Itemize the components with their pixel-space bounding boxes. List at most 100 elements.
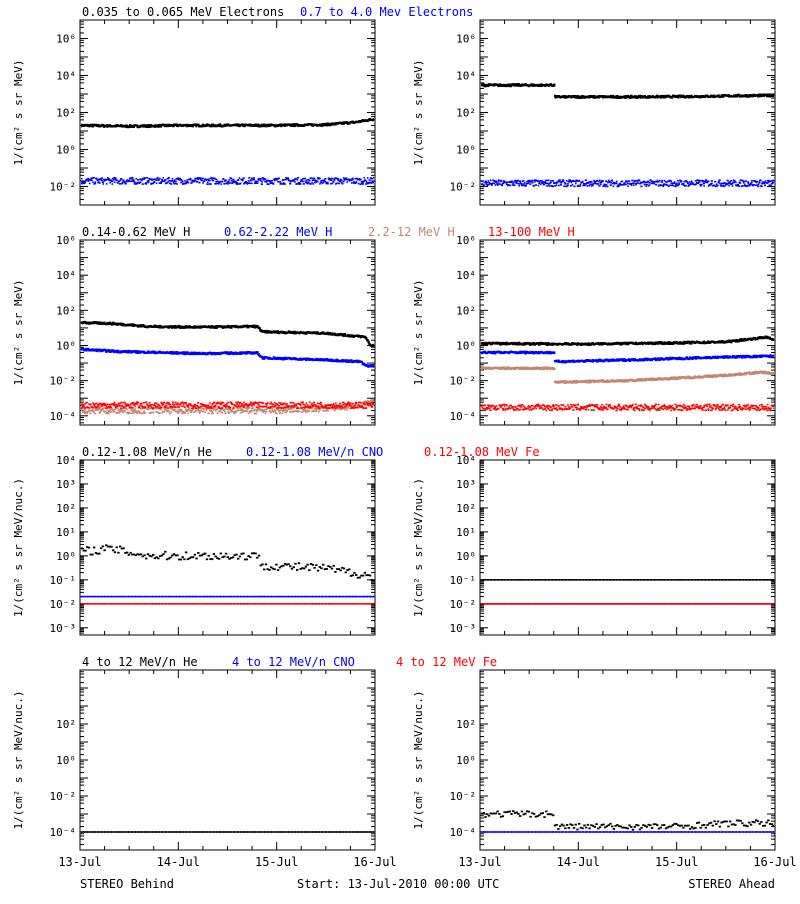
data-point xyxy=(532,180,534,182)
data-point xyxy=(290,402,292,404)
data-point xyxy=(237,410,239,412)
data-point xyxy=(143,410,145,412)
data-point xyxy=(91,180,93,182)
data-point xyxy=(164,409,166,411)
data-point xyxy=(282,412,284,414)
data-point xyxy=(624,184,626,186)
data-point xyxy=(674,181,676,183)
data-point xyxy=(229,407,231,409)
y-tick-label: 10⁴ xyxy=(456,70,476,83)
data-point xyxy=(188,408,190,410)
data-point xyxy=(236,406,238,408)
y-tick-label: 10⁶ xyxy=(456,33,476,46)
data-point xyxy=(593,183,595,185)
data-point xyxy=(754,184,756,186)
data-point xyxy=(279,412,281,414)
data-point xyxy=(355,181,357,183)
data-point xyxy=(202,182,204,184)
data-point xyxy=(336,407,338,409)
data-point xyxy=(168,402,170,404)
data-point xyxy=(624,182,626,184)
plot-frame xyxy=(80,20,375,205)
data-point xyxy=(337,178,339,180)
data-point xyxy=(262,402,264,404)
data-point xyxy=(333,403,335,405)
data-point xyxy=(354,178,356,180)
data-point xyxy=(102,183,104,185)
data-point xyxy=(154,181,156,183)
data-point xyxy=(167,407,169,409)
data-layer xyxy=(479,83,777,187)
data-point xyxy=(297,177,299,179)
data-point xyxy=(125,183,127,185)
data-point xyxy=(481,180,483,182)
data-point xyxy=(123,406,125,408)
data-point xyxy=(578,180,580,182)
data-point xyxy=(201,179,203,181)
data-point xyxy=(362,407,364,409)
legend-entry: 0.12-1.08 MeV/n He xyxy=(82,445,212,459)
data-point xyxy=(495,182,497,184)
data-point xyxy=(747,181,749,183)
data-point xyxy=(659,180,661,182)
data-point xyxy=(99,407,101,409)
data-point xyxy=(302,401,304,403)
data-point xyxy=(338,183,340,185)
data-point xyxy=(566,180,568,182)
data-point xyxy=(87,413,89,415)
data-point xyxy=(260,178,262,180)
data-point xyxy=(168,177,170,179)
data-point xyxy=(563,185,565,187)
data-point xyxy=(134,408,136,410)
data-point xyxy=(152,179,154,181)
data-point xyxy=(92,407,94,409)
data-point xyxy=(678,182,680,184)
data-point xyxy=(293,402,295,404)
data-point xyxy=(327,183,329,185)
data-point xyxy=(319,178,321,180)
data-point xyxy=(605,186,607,188)
data-point xyxy=(676,182,678,184)
data-point xyxy=(206,179,208,181)
data-point xyxy=(731,180,733,182)
data-point xyxy=(342,183,344,185)
data-point xyxy=(175,406,177,408)
data-point xyxy=(312,183,314,185)
data-point xyxy=(278,405,280,407)
data-point xyxy=(186,179,188,181)
data-point xyxy=(241,411,243,413)
data-point xyxy=(711,183,713,185)
data-point xyxy=(533,185,535,187)
y-tick-label: 10⁻² xyxy=(50,181,77,194)
data-point xyxy=(301,407,303,409)
data-point xyxy=(337,409,339,411)
data-point xyxy=(311,182,313,184)
data-point xyxy=(237,401,239,403)
data-point xyxy=(627,183,629,185)
legend-entry: 4 to 12 MeV Fe xyxy=(396,655,497,669)
data-point xyxy=(229,182,231,184)
data-point xyxy=(606,186,608,188)
data-point xyxy=(341,405,343,407)
data-point xyxy=(210,183,212,185)
data-point xyxy=(365,407,367,409)
data-point xyxy=(653,183,655,185)
data-point xyxy=(338,405,340,407)
data-point xyxy=(257,181,259,183)
data-point xyxy=(232,403,234,405)
data-point xyxy=(151,404,153,406)
data-point xyxy=(351,182,353,184)
data-point xyxy=(218,183,220,185)
data-point xyxy=(592,185,594,187)
data-point xyxy=(605,180,607,182)
data-point xyxy=(268,183,270,185)
data-point xyxy=(772,180,774,182)
data-point xyxy=(83,406,85,408)
data-point xyxy=(626,180,628,182)
data-point xyxy=(121,178,123,180)
data-point xyxy=(89,407,91,409)
data-point xyxy=(124,410,126,412)
data-point xyxy=(525,184,527,186)
data-point xyxy=(633,184,635,186)
